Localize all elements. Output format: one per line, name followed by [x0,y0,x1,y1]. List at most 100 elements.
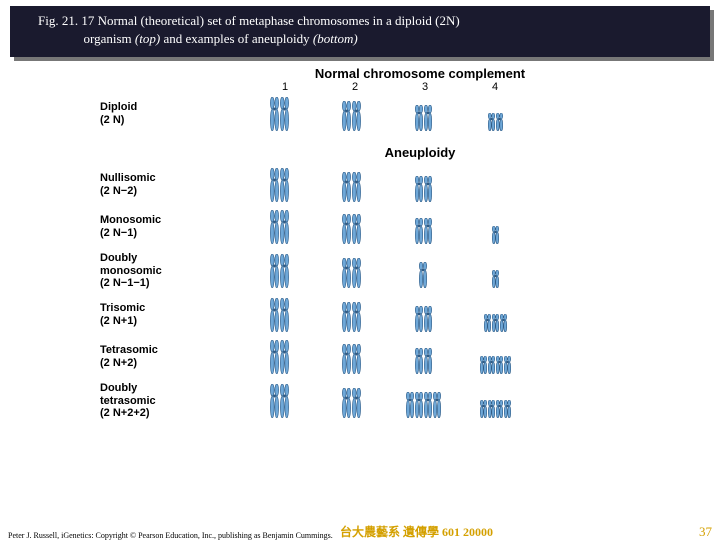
chromosome-icon [342,258,351,288]
chromosome-icon [280,210,289,244]
chromosome-icon [504,356,511,374]
chromosome-set [250,210,524,244]
chromosome-icon [406,392,414,418]
chromosome-icon [280,97,289,131]
chromosome-icon [415,105,423,131]
chromosome-row: Nullisomic(2 N−2) [100,168,620,202]
chromosome-group [394,97,452,131]
row-label: Doublymonosomic(2 N−1−1) [100,252,250,290]
chromosome-icon [270,168,279,202]
chromosome-icon [352,344,361,374]
chromosome-icon [280,384,289,418]
chromosome-icon [342,388,351,418]
chromosome-group [322,298,380,332]
chromosome-group [466,298,524,332]
chromosome-group [322,384,380,418]
chromosome-icon [488,356,495,374]
chromosome-icon [484,314,491,332]
chromosome-group [250,97,308,131]
chromosome-row: Doublytetrasomic(2 N+2+2) [100,382,620,420]
chromosome-icon [415,306,423,332]
chromosome-group [394,168,452,202]
chromosome-icon [342,214,351,244]
chromosome-icon [352,302,361,332]
chromosome-icon [270,97,279,131]
chromosome-group [394,298,452,332]
chromosome-group [250,210,308,244]
chromosome-icon [270,340,279,374]
chromosome-row: Diploid(2 N) [100,97,620,131]
chromosome-icon [424,176,432,202]
chromosome-icon [415,392,423,418]
chromosome-group [466,97,524,131]
chromosome-icon [492,226,499,244]
chromosome-group [322,340,380,374]
chromosome-icon [424,348,432,374]
chromosome-icon [415,176,423,202]
column-numbers: 1 2 3 4 [250,81,530,93]
chromosome-icon [496,356,503,374]
chromosome-icon [352,214,361,244]
col-2: 2 [352,81,358,93]
col-1: 1 [282,81,288,93]
chromosome-icon [280,254,289,288]
figure-caption-bar: Fig. 21. 17 Normal (theoretical) set of … [10,6,710,57]
chromosome-group [322,210,380,244]
chromosome-group [394,210,452,244]
chromosome-group [466,254,524,288]
figure-number: Fig. 21. 17 [38,13,94,28]
copyright-text: Peter J. Russell, iGenetics: Copyright ©… [8,531,340,540]
chromosome-icon [352,388,361,418]
chromosome-icon [504,400,511,418]
chromosome-icon [500,314,507,332]
row-label: Nullisomic(2 N−2) [100,172,250,197]
chromosome-row: Tetrasomic(2 N+2) [100,340,620,374]
slide-footer: Peter J. Russell, iGenetics: Copyright ©… [8,523,712,540]
caption-bottom-italic: (bottom) [313,31,358,46]
chromosome-icon [424,392,432,418]
row-label: Monosomic(2 N−1) [100,214,250,239]
chromosome-icon [496,113,503,131]
chromosome-group [250,298,308,332]
chromosome-group [466,210,524,244]
chromosome-icon [480,400,487,418]
chromosome-icon [280,298,289,332]
chromosome-group [394,340,452,374]
chromosome-icon [342,302,351,332]
chromosome-icon [352,258,361,288]
row-label: Diploid(2 N) [100,101,250,126]
chromosome-group [250,168,308,202]
chromosome-icon [280,340,289,374]
chromosome-icon [488,113,495,131]
chromosome-icon [492,314,499,332]
chromosome-set [250,340,524,374]
chromosome-icon [496,400,503,418]
chromosome-icon [488,400,495,418]
chromosome-icon [424,105,432,131]
chromosome-icon [352,172,361,202]
chromosome-group [250,254,308,288]
chromosome-icon [270,384,279,418]
page-number: 37 [672,524,712,540]
chromosome-icon [424,306,432,332]
chromosome-row: Monosomic(2 N−1) [100,210,620,244]
normal-section-title: Normal chromosome complement [220,66,620,81]
chromosome-group [394,254,452,288]
chromosome-icon [280,168,289,202]
chromosome-set [250,97,524,131]
row-label: Doublytetrasomic(2 N+2+2) [100,382,250,420]
chromosome-icon [342,344,351,374]
chromosome-icon [270,298,279,332]
chromosome-group [466,168,524,202]
chromosome-icon [492,270,499,288]
row-label: Trisomic(2 N+1) [100,302,250,327]
chromosome-icon [424,218,432,244]
chromosome-group [250,384,308,418]
figure-body: Normal chromosome complement 1 2 3 4 Dip… [100,66,620,420]
col-3: 3 [422,81,428,93]
chromosome-row: Doublymonosomic(2 N−1−1) [100,252,620,290]
chromosome-group [322,168,380,202]
row-label: Tetrasomic(2 N+2) [100,344,250,369]
chromosome-set [250,298,524,332]
caption-line1: Normal (theoretical) set of metaphase ch… [94,13,459,28]
